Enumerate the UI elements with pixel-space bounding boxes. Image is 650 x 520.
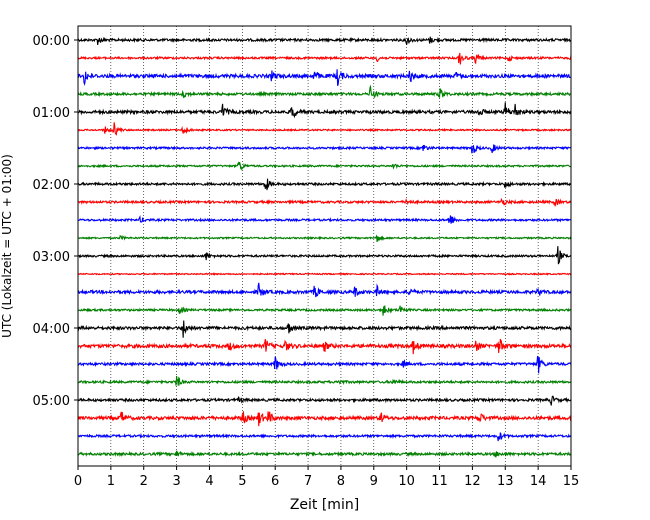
x-tick-label: 13: [497, 474, 514, 489]
seismic-trace: [77, 282, 572, 298]
seismic-trace: [77, 450, 572, 458]
seismic-trace: [77, 178, 572, 191]
x-tick-label: 0: [74, 474, 82, 489]
x-tick-label: 5: [238, 474, 246, 489]
x-tick-label: 11: [431, 474, 448, 489]
y-tick-label: 00:00: [33, 34, 70, 49]
seismic-trace: [77, 338, 572, 355]
x-tick-label: 9: [370, 474, 378, 489]
seismic-traces: [77, 36, 572, 458]
seismic-trace: [77, 305, 572, 316]
x-tick-label: 10: [398, 474, 415, 489]
x-axis-ticks: 0 1 2 3 4 5 6 7 8 9 10 11 12 13 14 15: [74, 466, 579, 489]
seismic-trace: [77, 197, 572, 207]
seismic-trace: [77, 272, 572, 276]
seismic-trace: [77, 432, 572, 442]
x-tick-label: 7: [304, 474, 312, 489]
x-tick-label: 3: [172, 474, 180, 489]
seismic-trace: [77, 69, 572, 86]
seismic-trace: [77, 36, 572, 45]
seismic-trace: [77, 355, 572, 374]
x-tick-label: 6: [271, 474, 279, 489]
x-tick-label: 4: [205, 474, 213, 489]
y-tick-label: 03:00: [33, 250, 70, 265]
x-axis-label: Zeit [min]: [290, 497, 359, 513]
y-axis-label: UTC (Lokalzeit = UTC + 01:00): [0, 154, 14, 338]
y-axis-ticks: 00:00 01:00 02:00 03:00 04:00 05:00: [33, 34, 78, 409]
seismic-trace: [77, 234, 572, 242]
seismic-trace: [77, 102, 572, 119]
x-tick-label: 1: [107, 474, 115, 489]
y-tick-label: 02:00: [33, 178, 70, 193]
seismic-trace: [77, 52, 572, 65]
y-tick-label: 01:00: [33, 106, 70, 121]
seismic-trace: [77, 144, 572, 154]
x-tick-label: 15: [563, 474, 580, 489]
seismic-trace: [77, 246, 572, 265]
y-tick-label: 04:00: [33, 322, 70, 337]
seismic-trace: [77, 84, 572, 99]
x-tick-label: 12: [464, 474, 481, 489]
x-tick-label: 14: [530, 474, 547, 489]
seismic-trace: [77, 411, 572, 427]
seismic-trace: [77, 161, 572, 171]
x-tick-label: 2: [140, 474, 148, 489]
seismic-trace: [77, 320, 572, 338]
y-tick-label: 05:00: [33, 394, 70, 409]
grid-lines: [110, 26, 539, 466]
seismic-trace: [77, 215, 572, 224]
x-tick-label: 8: [337, 474, 345, 489]
seismic-trace: [77, 395, 572, 406]
plot-frame: [77, 25, 572, 467]
seismic-trace: [77, 122, 572, 136]
seismic-trace: [77, 375, 572, 387]
